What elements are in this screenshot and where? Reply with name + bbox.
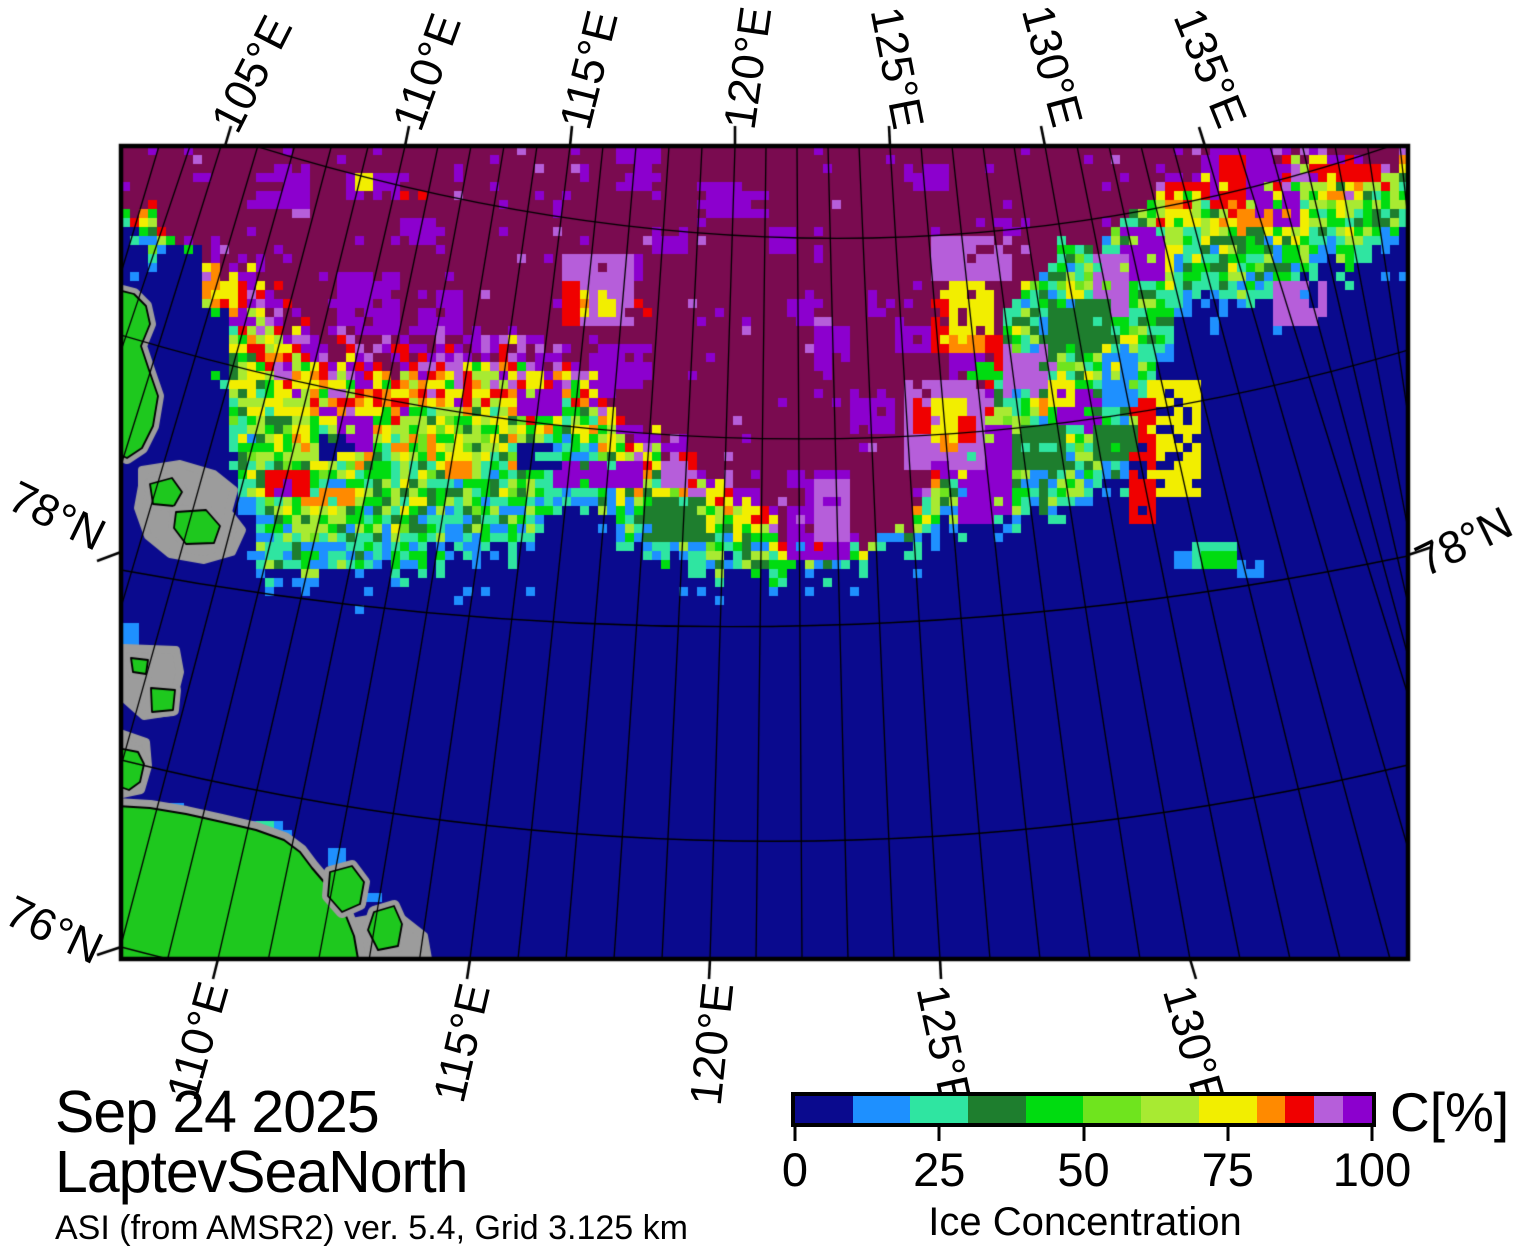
title-block: Sep 24 2025 LaptevSeaNorth ASI (from AMS… — [55, 1082, 688, 1246]
map-region-name: LaptevSeaNorth — [55, 1139, 468, 1206]
colorbar-segment-80-85 — [1256, 1096, 1286, 1123]
colorbar-segment-50-60 — [1083, 1096, 1142, 1123]
colorbar-caption: Ice Concentration — [928, 1200, 1242, 1244]
colorbar-segment-0-10 — [795, 1096, 853, 1123]
colorbar-unit-label: C[%] — [1390, 1081, 1510, 1143]
colorbar-segment-60-70 — [1141, 1096, 1199, 1123]
colorbar-segment-30-40 — [968, 1096, 1026, 1123]
colorbar-tick-label: 0 — [781, 1143, 809, 1196]
colorbar-tick-label: 100 — [1332, 1143, 1412, 1196]
colorbar: 0 25 50 75 100 C[%] Ice Concentration — [782, 1081, 1509, 1252]
colorbar-segment-20-30 — [910, 1096, 969, 1123]
colorbar-scale — [791, 1092, 1376, 1127]
colorbar-segment-10-20 — [852, 1096, 911, 1123]
colorbar-segment-90-95 — [1314, 1096, 1344, 1123]
colorbar-segment-85-90 — [1285, 1096, 1315, 1123]
colorbar-tick — [793, 1127, 797, 1141]
colorbar-tick-label: 75 — [1201, 1143, 1254, 1196]
colorbar-segment-70-80 — [1198, 1096, 1257, 1123]
colorbar-tick — [1082, 1127, 1085, 1141]
colorbar-tick — [1226, 1127, 1230, 1141]
data-source-note: ASI (from AMSR2) ver. 5.4, Grid 3.125 km — [55, 1209, 688, 1248]
colorbar-segment-40-50 — [1025, 1096, 1084, 1123]
colorbar-tick-label: 25 — [913, 1143, 966, 1196]
map-date: Sep 24 2025 — [55, 1079, 380, 1145]
colorbar-segment-95-100 — [1343, 1096, 1372, 1123]
colorbar-tick-label: 50 — [1057, 1143, 1110, 1196]
colorbar-tick — [1370, 1127, 1374, 1141]
colorbar-tick — [937, 1127, 941, 1141]
